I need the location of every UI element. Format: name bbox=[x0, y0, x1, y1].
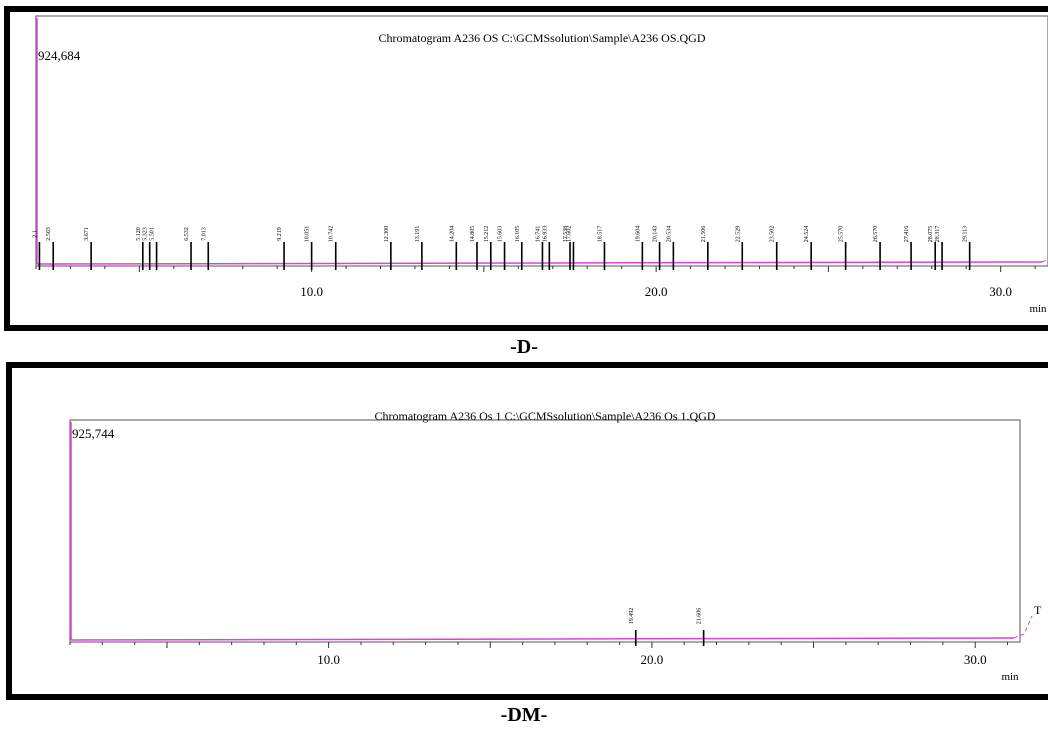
peak-label: 5.120 bbox=[136, 227, 142, 241]
peak-label: 10.051 bbox=[305, 226, 311, 243]
baseline-trace bbox=[70, 637, 1015, 641]
peak-label: 16.933 bbox=[542, 226, 548, 243]
chromatogram-panel-dm: Chromatogram A236 Os 1 C:\GCMSsolution\S… bbox=[6, 362, 1048, 700]
trace-end-segment bbox=[1041, 259, 1048, 263]
y-max-label: 925,744 bbox=[72, 426, 115, 441]
peak-label: 13.191 bbox=[415, 226, 421, 243]
baseline-trace bbox=[36, 261, 1043, 265]
peak-label: 2.1 bbox=[32, 230, 38, 238]
trace-end-label: T bbox=[1034, 603, 1042, 617]
trace-end-segment bbox=[1013, 615, 1033, 639]
peak-label: 28.317 bbox=[935, 226, 941, 243]
x-tick-label: 10.0 bbox=[317, 652, 340, 667]
peak-label: 18.517 bbox=[597, 226, 603, 243]
peak-label: 3.671 bbox=[84, 227, 90, 241]
peak-label: 5.501 bbox=[150, 227, 156, 241]
x-tick-label: 20.0 bbox=[645, 284, 668, 299]
peak-label: 6.532 bbox=[184, 227, 190, 241]
x-unit-label: min bbox=[1029, 303, 1047, 315]
peak-label: 22.529 bbox=[735, 226, 741, 243]
peak-label: 26.570 bbox=[873, 226, 879, 243]
peak-label: 17.538 bbox=[563, 226, 569, 243]
chromatogram-panel-d: Chromatogram A236 OS C:\GCMSsolution\Sam… bbox=[4, 6, 1048, 331]
peak-label: 7.013 bbox=[201, 227, 207, 241]
peak-label: 20.143 bbox=[653, 226, 659, 243]
peak-label: 9.219 bbox=[277, 227, 283, 241]
plot-frame bbox=[69, 419, 1021, 643]
chart-title: Chromatogram A236 OS C:\GCMSsolution\Sam… bbox=[378, 31, 705, 45]
peak-label: 27.416 bbox=[904, 226, 910, 243]
peak-label: 20.534 bbox=[666, 226, 672, 243]
peak-label: 15.212 bbox=[484, 226, 490, 243]
chromatogram-dm: Chromatogram A236 Os 1 C:\GCMSsolution\S… bbox=[69, 409, 1042, 683]
peak-label: 25.570 bbox=[839, 226, 845, 243]
chromatogram-d: Chromatogram A236 OS C:\GCMSsolution\Sam… bbox=[32, 15, 1048, 315]
peak-label: 19.604 bbox=[635, 226, 641, 243]
peak-label: 23.502 bbox=[770, 226, 776, 243]
peak-label: 24.524 bbox=[804, 226, 810, 243]
x-tick-label: 10.0 bbox=[300, 284, 323, 299]
peak-label: 12.300 bbox=[384, 226, 390, 243]
peak-label: 5.323 bbox=[143, 227, 149, 241]
x-tick-label: 30.0 bbox=[989, 284, 1012, 299]
peak-label: 10.742 bbox=[329, 226, 335, 243]
peak-label: 16.105 bbox=[515, 226, 521, 243]
peak-label: 19.492 bbox=[629, 608, 635, 625]
x-tick-label: 20.0 bbox=[641, 652, 664, 667]
peak-label: 29.113 bbox=[963, 226, 969, 242]
panel-label-d: -D- bbox=[510, 336, 538, 358]
peak-label: 17.602 bbox=[566, 226, 572, 243]
panel-label-dm: -DM- bbox=[500, 704, 548, 726]
x-unit-label: min bbox=[1001, 671, 1019, 683]
x-tick-label: 30.0 bbox=[964, 652, 987, 667]
peak-label: 16.741 bbox=[535, 226, 541, 243]
peak-label: 14.204 bbox=[449, 226, 455, 243]
chart-title: Chromatogram A236 Os 1 C:\GCMSsolution\S… bbox=[374, 409, 715, 423]
peak-label: 15.603 bbox=[498, 226, 504, 243]
peak-label: 2.503 bbox=[46, 227, 52, 241]
peak-label: 21.606 bbox=[697, 608, 703, 625]
y-max-label: 924,684 bbox=[38, 48, 81, 63]
peak-label: 28.075 bbox=[928, 226, 934, 243]
peak-label: 14.805 bbox=[470, 226, 476, 243]
peak-label: 21.506 bbox=[701, 226, 707, 243]
